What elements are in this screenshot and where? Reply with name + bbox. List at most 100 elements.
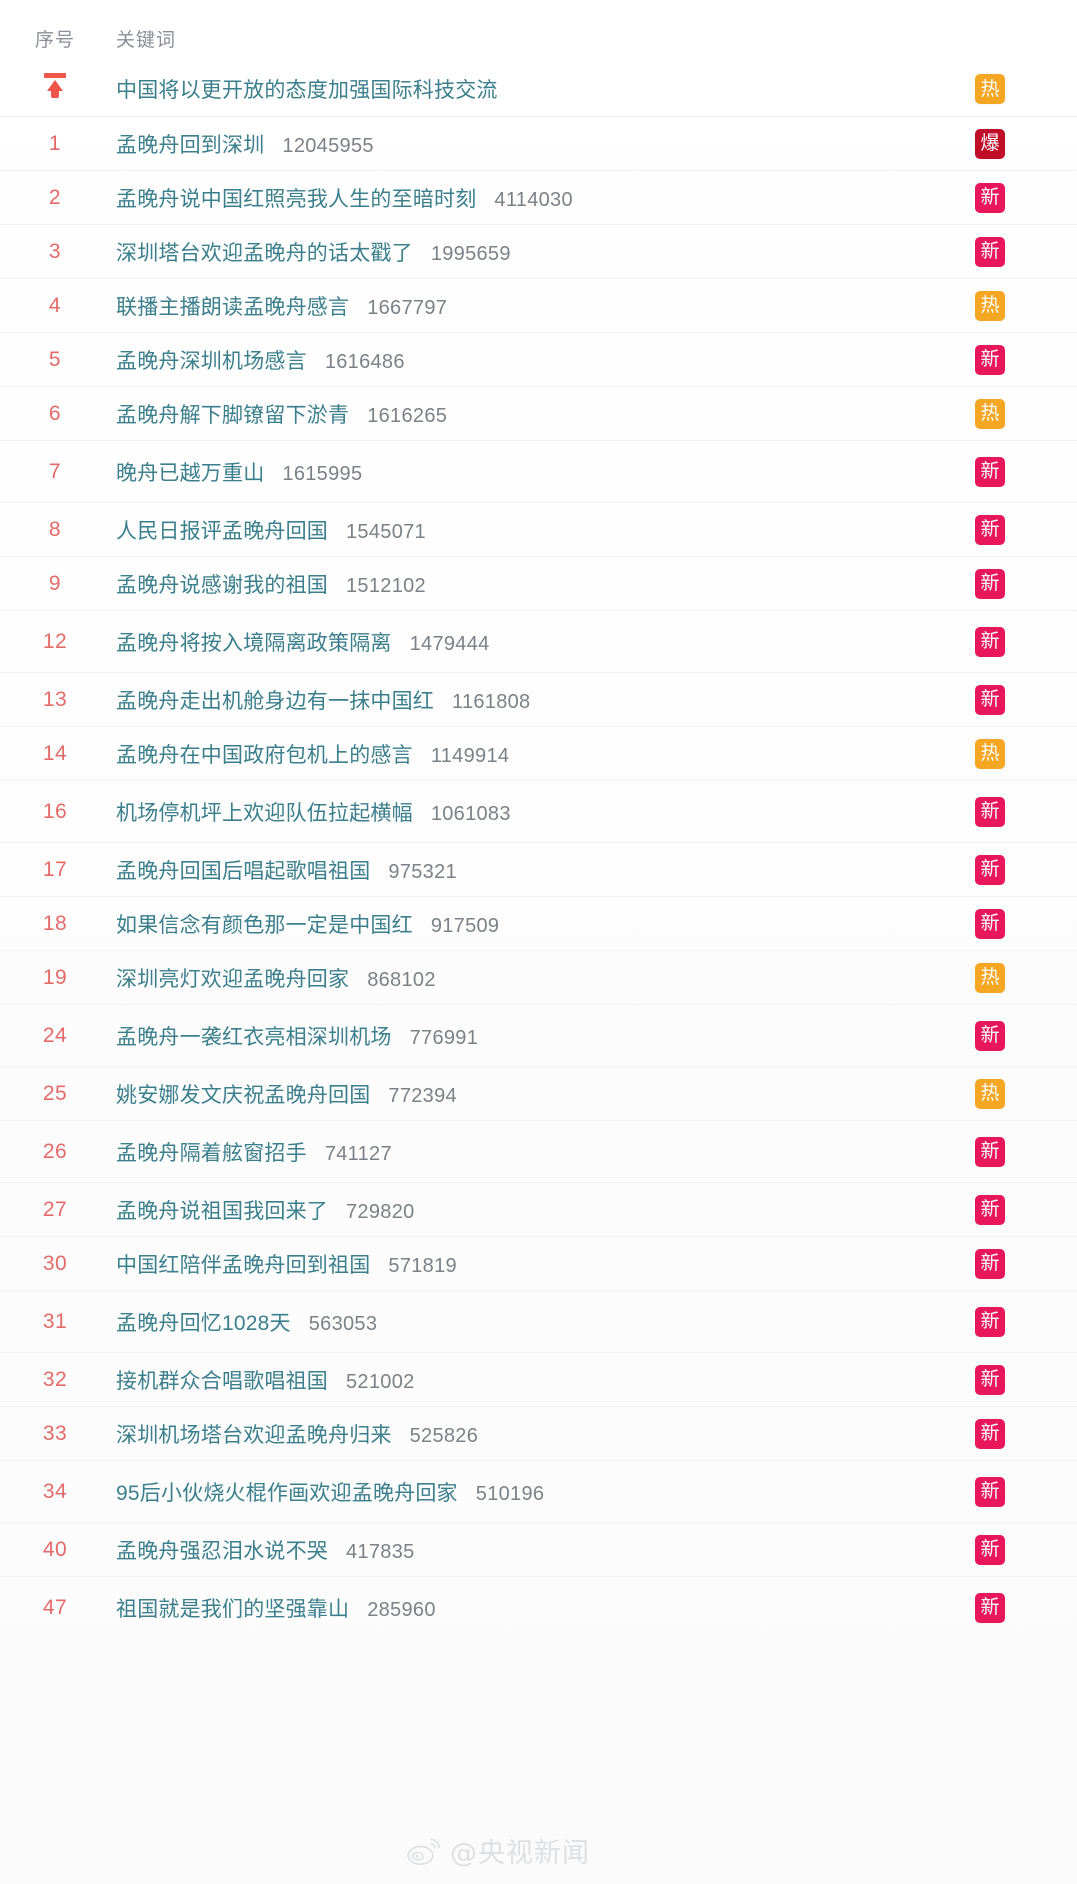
table-row[interactable]: 13 孟晚舟走出机舱身边有一抹中国红 1161808 新	[0, 672, 1077, 726]
table-row[interactable]: 中国将以更开放的态度加强国际科技交流 热	[0, 62, 1077, 116]
keyword-link[interactable]: 孟晚舟说感谢我的祖国	[116, 573, 328, 597]
keyword-link[interactable]: 孟晚舟强忍泪水说不哭	[116, 1539, 328, 1563]
keyword-cell[interactable]: 孟晚舟走出机舱身边有一抹中国红 1161808	[110, 685, 957, 715]
keyword-link[interactable]: 接机群众合唱歌唱祖国	[116, 1369, 328, 1393]
keyword-cell[interactable]: 中国将以更开放的态度加强国际科技交流	[110, 74, 957, 104]
table-row[interactable]: 16 机场停机坪上欢迎队伍拉起横幅 1061083 新	[0, 780, 1077, 842]
keyword-cell[interactable]: 如果信念有颜色那一定是中国红 917509	[110, 909, 957, 939]
keyword-link[interactable]: 姚安娜发文庆祝孟晚舟回国	[116, 1083, 371, 1107]
keyword-link[interactable]: 祖国就是我们的坚强靠山	[116, 1597, 350, 1621]
keyword-cell[interactable]: 孟晚舟深圳机场感言 1616486	[110, 345, 957, 375]
keyword-cell[interactable]: 孟晚舟强忍泪水说不哭 417835	[110, 1535, 957, 1565]
keyword-cell[interactable]: 孟晚舟说祖国我回来了 729820	[110, 1195, 957, 1225]
keyword-cell[interactable]: 深圳塔台欢迎孟晚舟的话太戳了 1995659	[110, 237, 957, 267]
keyword-cell[interactable]: 孟晚舟隔着舷窗招手 741127	[110, 1137, 957, 1167]
status-badge: 新	[975, 1020, 1005, 1051]
keyword-link[interactable]: 孟晚舟走出机舱身边有一抹中国红	[116, 689, 434, 713]
rank-number: 47	[42, 1595, 68, 1619]
keyword-link[interactable]: 联播主播朗读孟晚舟感言	[116, 295, 350, 319]
table-row[interactable]: 30 中国红陪伴孟晚舟回到祖国 571819 新	[0, 1236, 1077, 1290]
keyword-cell[interactable]: 孟晚舟回国后唱起歌唱祖国 975321	[110, 855, 957, 885]
keyword-cell[interactable]: 祖国就是我们的坚强靠山 285960	[110, 1593, 957, 1623]
table-row[interactable]: 34 95后小伙烧火棍作画欢迎孟晚舟回家 510196 新	[0, 1460, 1077, 1522]
table-row[interactable]: 40 孟晚舟强忍泪水说不哭 417835 新	[0, 1522, 1077, 1576]
rank-number: 24	[42, 1023, 68, 1047]
keyword-cell[interactable]: 中国红陪伴孟晚舟回到祖国 571819	[110, 1249, 957, 1279]
table-row[interactable]: 3 深圳塔台欢迎孟晚舟的话太戳了 1995659 新	[0, 224, 1077, 278]
keyword-cell[interactable]: 孟晚舟说中国红照亮我人生的至暗时刻 4114030	[110, 183, 957, 213]
table-row[interactable]: 17 孟晚舟回国后唱起歌唱祖国 975321 新	[0, 842, 1077, 896]
hot-value: 1061083	[430, 802, 511, 825]
table-row[interactable]: 9 孟晚舟说感谢我的祖国 1512102 新	[0, 556, 1077, 610]
keyword-link[interactable]: 机场停机坪上欢迎队伍拉起横幅	[116, 801, 413, 825]
table-row[interactable]: 1 孟晚舟回到深圳 12045955 爆	[0, 116, 1077, 170]
hot-value: 1616265	[367, 404, 448, 427]
keyword-link[interactable]: 中国红陪伴孟晚舟回到祖国	[116, 1253, 371, 1277]
keyword-cell[interactable]: 姚安娜发文庆祝孟晚舟回国 772394	[110, 1079, 957, 1109]
keyword-cell[interactable]: 晚舟已越万重山 1615995	[110, 457, 957, 487]
keyword-cell[interactable]: 孟晚舟解下脚镣留下淤青 1616265	[110, 399, 957, 429]
keyword-cell[interactable]: 孟晚舟说感谢我的祖国 1512102	[110, 569, 957, 599]
badge-cell: 热	[957, 738, 1077, 769]
keyword-cell[interactable]: 接机群众合唱歌唱祖国 521002	[110, 1365, 957, 1395]
status-badge: 新	[975, 1418, 1005, 1449]
column-header-keyword: 关键词	[116, 29, 177, 51]
table-row[interactable]: 2 孟晚舟说中国红照亮我人生的至暗时刻 4114030 新	[0, 170, 1077, 224]
keyword-cell[interactable]: 机场停机坪上欢迎队伍拉起横幅 1061083	[110, 797, 957, 827]
table-row[interactable]: 7 晚舟已越万重山 1615995 新	[0, 440, 1077, 502]
keyword-link[interactable]: 孟晚舟回国后唱起歌唱祖国	[116, 859, 371, 883]
rank-number: 12	[42, 629, 68, 653]
table-row[interactable]: 12 孟晚舟将按入境隔离政策隔离 1479444 新	[0, 610, 1077, 672]
keyword-link[interactable]: 孟晚舟说中国红照亮我人生的至暗时刻	[116, 187, 477, 211]
keyword-cell[interactable]: 孟晚舟回忆1028天 563053	[110, 1307, 957, 1337]
table-row[interactable]: 18 如果信念有颜色那一定是中国红 917509 新	[0, 896, 1077, 950]
hot-value: 1616486	[324, 350, 405, 373]
keyword-cell[interactable]: 深圳机场塔台欢迎孟晚舟归来 525826	[110, 1419, 957, 1449]
keyword-link[interactable]: 孟晚舟将按入境隔离政策隔离	[116, 631, 392, 655]
keyword-link[interactable]: 晚舟已越万重山	[116, 461, 265, 485]
keyword-cell[interactable]: 孟晚舟在中国政府包机上的感言 1149914	[110, 739, 957, 769]
keyword-link[interactable]: 如果信念有颜色那一定是中国红	[116, 913, 413, 937]
keyword-cell[interactable]: 孟晚舟一袭红衣亮相深圳机场 776991	[110, 1021, 957, 1051]
table-row[interactable]: 4 联播主播朗读孟晚舟感言 1667797 热	[0, 278, 1077, 332]
keyword-cell[interactable]: 深圳亮灯欢迎孟晚舟回家 868102	[110, 963, 957, 993]
hot-value: 1545071	[346, 520, 426, 543]
keyword-link[interactable]: 孟晚舟深圳机场感言	[116, 349, 307, 373]
keyword-link[interactable]: 孟晚舟在中国政府包机上的感言	[116, 743, 413, 767]
keyword-cell[interactable]: 95后小伙烧火棍作画欢迎孟晚舟回家 510196	[110, 1477, 957, 1507]
table-row[interactable]: 19 深圳亮灯欢迎孟晚舟回家 868102 热	[0, 950, 1077, 1004]
table-row[interactable]: 24 孟晚舟一袭红衣亮相深圳机场 776991 新	[0, 1004, 1077, 1066]
keyword-link[interactable]: 深圳机场塔台欢迎孟晚舟归来	[116, 1423, 392, 1447]
keyword-link[interactable]: 孟晚舟解下脚镣留下淤青	[116, 403, 350, 427]
hot-value: 1161808	[452, 690, 531, 713]
keyword-link[interactable]: 孟晚舟隔着舷窗招手	[116, 1141, 307, 1165]
table-row[interactable]: 26 孟晚舟隔着舷窗招手 741127 新	[0, 1120, 1077, 1182]
keyword-link[interactable]: 95后小伙烧火棍作画欢迎孟晚舟回家	[116, 1481, 458, 1505]
keyword-cell[interactable]: 人民日报评孟晚舟回国 1545071	[110, 515, 957, 545]
keyword-cell[interactable]: 联播主播朗读孟晚舟感言 1667797	[110, 291, 957, 321]
table-row[interactable]: 33 深圳机场塔台欢迎孟晚舟归来 525826 新	[0, 1406, 1077, 1460]
keyword-link[interactable]: 孟晚舟回忆1028天	[116, 1311, 291, 1335]
keyword-link[interactable]: 孟晚舟一袭红衣亮相深圳机场	[116, 1025, 392, 1049]
table-row[interactable]: 25 姚安娜发文庆祝孟晚舟回国 772394 热	[0, 1066, 1077, 1120]
keyword-link[interactable]: 深圳亮灯欢迎孟晚舟回家	[116, 967, 350, 991]
keyword-link[interactable]: 深圳塔台欢迎孟晚舟的话太戳了	[116, 241, 413, 265]
keyword-cell[interactable]: 孟晚舟回到深圳 12045955	[110, 129, 957, 159]
table-row[interactable]: 27 孟晚舟说祖国我回来了 729820 新	[0, 1182, 1077, 1236]
keyword-link[interactable]: 中国将以更开放的态度加强国际科技交流	[116, 79, 498, 102]
status-badge: 热	[975, 962, 1005, 993]
table-row[interactable]: 31 孟晚舟回忆1028天 563053 新	[0, 1290, 1077, 1352]
keyword-link[interactable]: 孟晚舟回到深圳	[116, 133, 265, 157]
table-row[interactable]: 8 人民日报评孟晚舟回国 1545071 新	[0, 502, 1077, 556]
keyword-cell[interactable]: 孟晚舟将按入境隔离政策隔离 1479444	[110, 627, 957, 657]
table-row[interactable]: 47 祖国就是我们的坚强靠山 285960 新	[0, 1576, 1077, 1638]
table-row[interactable]: 14 孟晚舟在中国政府包机上的感言 1149914 热	[0, 726, 1077, 780]
table-row[interactable]: 32 接机群众合唱歌唱祖国 521002 新	[0, 1352, 1077, 1406]
table-row[interactable]: 6 孟晚舟解下脚镣留下淤青 1616265 热	[0, 386, 1077, 440]
keyword-link[interactable]: 孟晚舟说祖国我回来了	[116, 1199, 328, 1223]
badge-cell: 新	[957, 854, 1077, 885]
table-row[interactable]: 5 孟晚舟深圳机场感言 1616486 新	[0, 332, 1077, 386]
rank-number: 7	[48, 459, 62, 483]
keyword-link[interactable]: 人民日报评孟晚舟回国	[116, 519, 328, 543]
hot-value: 741127	[324, 1142, 392, 1165]
